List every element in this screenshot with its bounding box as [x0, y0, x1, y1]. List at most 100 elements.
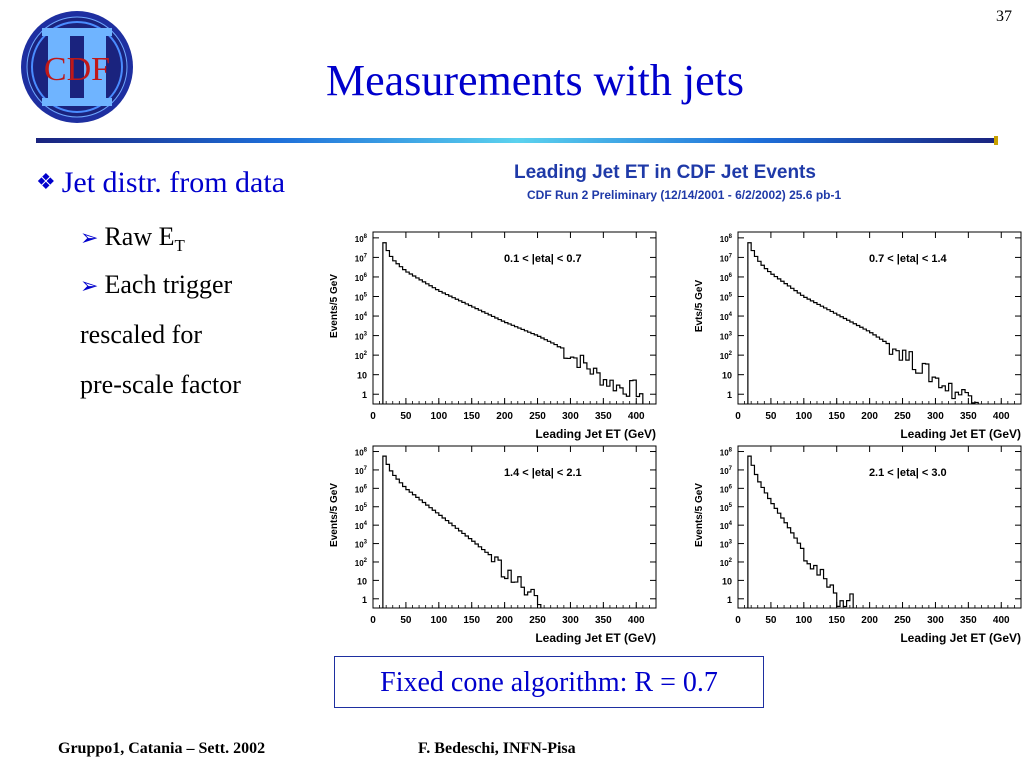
y-tick-label: 106 [355, 273, 368, 283]
histogram-series [747, 455, 854, 608]
y-tick-label: 1 [727, 390, 732, 400]
sub-bullet-trigger: ➢ Each trigger [80, 270, 232, 300]
histogram-series [382, 242, 644, 404]
x-tick-label: 50 [765, 615, 777, 626]
y-tick-label: 108 [355, 448, 368, 458]
x-tick-label: 0 [370, 411, 376, 422]
x-tick-label: 200 [496, 411, 513, 422]
x-axis-label: Leading Jet ET (GeV) [535, 631, 656, 645]
x-tick-label: 350 [960, 615, 977, 626]
y-tick-label: 10 [357, 371, 367, 381]
bullet-main: ❖ Jet distr. from data [36, 166, 285, 200]
y-tick-label: 10 [357, 576, 367, 586]
x-tick-label: 150 [463, 615, 480, 626]
eta-range-label: 0.1 < |eta| < 0.7 [504, 253, 582, 265]
arrow-bullet-icon: ➢ [80, 273, 99, 298]
y-tick-label: 105 [720, 503, 733, 513]
y-tick-label: 10 [722, 576, 732, 586]
y-tick-label: 104 [720, 521, 733, 531]
sub-bullet-trigger-line3: pre-scale factor [80, 370, 241, 399]
y-tick-label: 106 [720, 273, 733, 283]
chart-subtitle: CDF Run 2 Preliminary (12/14/2001 - 6/2/… [527, 188, 842, 202]
x-tick-label: 50 [765, 411, 777, 422]
title-divider-accent [994, 136, 998, 145]
y-tick-label: 108 [720, 234, 733, 244]
y-tick-label: 1 [362, 595, 367, 605]
x-tick-label: 200 [861, 411, 878, 422]
footer-left: Gruppo1, Catania – Sett. 2002 [58, 740, 266, 757]
y-tick-label: 107 [355, 466, 368, 476]
logo-text: CDF [44, 51, 110, 88]
y-tick-label: 102 [720, 351, 733, 361]
y-axis-label: Events/5 GeV [329, 274, 340, 338]
subscript-t: T [174, 236, 185, 256]
y-tick-label: 106 [720, 484, 733, 494]
y-tick-label: 107 [720, 253, 733, 263]
x-tick-label: 0 [370, 615, 376, 626]
sub-bullet-raw-et: ➢ Raw ET [80, 222, 185, 256]
page-number: 37 [996, 8, 1012, 25]
y-tick-label: 105 [355, 293, 368, 303]
x-tick-label: 300 [927, 615, 944, 626]
sub-bullet-raw-et-text: Raw E [104, 222, 175, 251]
x-tick-label: 400 [993, 411, 1010, 422]
y-tick-label: 102 [720, 558, 733, 568]
x-tick-label: 200 [861, 615, 878, 626]
y-axis-label: Events/5 GeV [694, 483, 705, 547]
x-tick-label: 400 [993, 615, 1010, 626]
x-tick-label: 300 [562, 411, 579, 422]
x-tick-label: 50 [400, 411, 412, 422]
x-tick-label: 50 [400, 615, 412, 626]
y-tick-label: 106 [355, 484, 368, 494]
plot-frame [737, 445, 1022, 609]
sub-bullet-trigger-line2: rescaled for [80, 320, 202, 349]
x-tick-label: 150 [828, 615, 845, 626]
title-divider [36, 138, 998, 143]
x-tick-label: 100 [795, 615, 812, 626]
y-tick-label: 102 [355, 558, 368, 568]
y-tick-label: 108 [355, 234, 368, 244]
eta-range-label: 1.4 < |eta| < 2.1 [504, 467, 582, 479]
x-axis-label: Leading Jet ET (GeV) [900, 427, 1021, 441]
x-tick-label: 300 [927, 411, 944, 422]
y-tick-label: 105 [720, 293, 733, 303]
bullet-main-text: Jet distr. from data [61, 166, 286, 199]
y-tick-label: 104 [720, 312, 733, 322]
diamond-bullet-icon: ❖ [36, 169, 56, 194]
x-tick-label: 350 [960, 411, 977, 422]
y-tick-label: 103 [720, 332, 733, 342]
x-tick-label: 250 [894, 615, 911, 626]
eta-range-label: 2.1 < |eta| < 3.0 [869, 467, 947, 479]
page-title: Measurements with jets [326, 56, 744, 105]
y-tick-label: 107 [355, 253, 368, 263]
eta-range-label: 0.7 < |eta| < 1.4 [869, 253, 948, 265]
cdf-logo: CDF [21, 11, 133, 123]
x-tick-label: 200 [496, 615, 513, 626]
y-tick-label: 102 [355, 351, 368, 361]
y-axis-label: Evts/5 GeV [694, 280, 705, 333]
x-tick-label: 100 [430, 411, 447, 422]
y-tick-label: 1 [362, 390, 367, 400]
x-tick-label: 350 [595, 615, 612, 626]
y-axis-label: Events/5 GeV [329, 483, 340, 547]
y-tick-label: 1 [727, 595, 732, 605]
x-tick-label: 250 [894, 411, 911, 422]
x-tick-label: 0 [735, 411, 741, 422]
y-tick-label: 104 [355, 521, 368, 531]
histogram-series [382, 455, 542, 608]
x-tick-label: 0 [735, 615, 741, 626]
x-tick-label: 150 [463, 411, 480, 422]
plot-frame [372, 231, 657, 405]
histogram-series [747, 242, 979, 404]
x-tick-label: 100 [430, 615, 447, 626]
x-tick-label: 350 [595, 411, 612, 422]
chart-title: Leading Jet ET in CDF Jet Events [514, 162, 816, 183]
plot-frame [372, 445, 657, 609]
x-tick-label: 100 [795, 411, 812, 422]
y-tick-label: 107 [720, 466, 733, 476]
x-axis-label: Leading Jet ET (GeV) [535, 427, 656, 441]
arrow-bullet-icon: ➢ [80, 225, 99, 250]
plot-frame [737, 231, 1022, 405]
x-tick-label: 400 [628, 615, 645, 626]
